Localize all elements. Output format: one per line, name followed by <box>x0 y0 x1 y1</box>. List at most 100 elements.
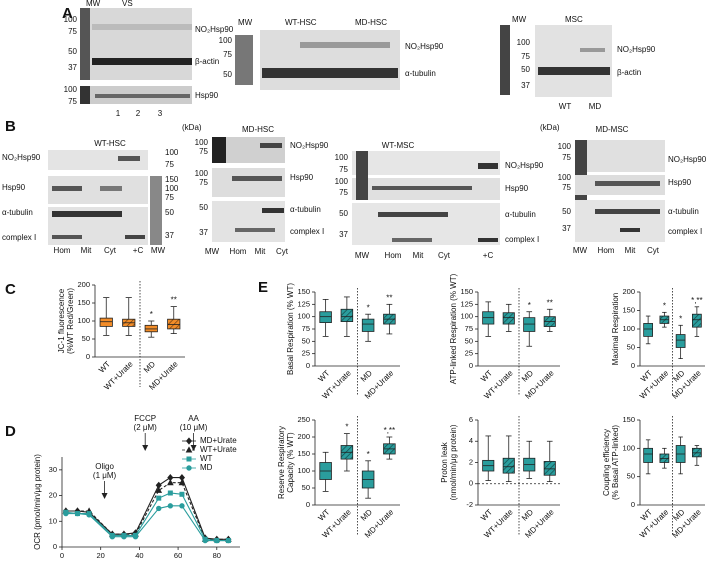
significance: ** <box>547 298 553 307</box>
series-line <box>65 477 229 540</box>
blot-label: Hsp90 <box>290 173 314 182</box>
blot-label: 75 <box>199 147 208 156</box>
blot-region <box>232 176 282 181</box>
y-tick-label: 50 <box>302 336 310 345</box>
blot-region <box>235 228 275 232</box>
blot-region <box>392 238 432 242</box>
blot-region <box>620 228 640 232</box>
blot-label: MD-HSC <box>242 125 274 134</box>
blot-label: +C <box>483 251 494 260</box>
blot-label: MW <box>238 18 253 27</box>
blot-label: 75 <box>68 97 77 106</box>
blot-label: Hsp90 <box>505 184 529 193</box>
blot-label: MW <box>512 15 527 24</box>
blot-region <box>478 163 498 169</box>
blot-label: WT <box>559 102 572 111</box>
blot-label: 50 <box>339 209 348 218</box>
significance: * <box>367 450 370 459</box>
blot-label: NO₂Hsp90 <box>505 161 544 170</box>
y-axis-label: Capacity (% WT) <box>286 432 295 493</box>
y-tick-label: 75 <box>302 324 310 333</box>
y-tick-label: 0 <box>306 361 310 370</box>
blot-label: NO₂Hsp90 <box>405 42 444 51</box>
blot-label: 100 <box>165 184 179 193</box>
blot-label: 37 <box>165 231 174 240</box>
blot-label: 75 <box>223 50 232 59</box>
y-tick-label: 100 <box>460 312 473 321</box>
y-tick-label: 100 <box>77 316 90 325</box>
blot-label: 75 <box>562 153 571 162</box>
blot-region <box>212 201 285 242</box>
y-tick-label: 0 <box>86 352 90 361</box>
y-tick-label: 125 <box>297 299 310 308</box>
x-tick-label: WT <box>97 359 112 374</box>
blot-label: MW <box>151 246 166 255</box>
injection-label: AA <box>188 414 199 423</box>
blot-region <box>478 238 498 242</box>
blot-label: β-actin <box>617 68 641 77</box>
significance: * <box>345 423 348 432</box>
blot-region <box>575 140 665 172</box>
blot-label: 75 <box>562 183 571 192</box>
data-point <box>179 503 185 509</box>
blot-region <box>260 30 400 90</box>
blot-region <box>80 8 192 80</box>
blot-region <box>95 94 190 98</box>
blot-label: 50 <box>521 65 530 74</box>
blot-label: 37 <box>521 81 530 90</box>
box <box>167 318 181 330</box>
injection-label: (1 μM) <box>93 471 117 480</box>
blot-region <box>500 25 510 95</box>
blot-label: 100 <box>64 85 78 94</box>
data-point <box>179 491 185 497</box>
x-tick-label: 40 <box>135 551 143 560</box>
blot-region <box>372 186 472 190</box>
data-point <box>167 479 174 486</box>
blot-label: complex I <box>668 227 702 236</box>
panel-label: B <box>5 118 16 135</box>
significance: * <box>528 301 531 310</box>
blot-label: α-tubulin <box>290 205 321 214</box>
blot-region <box>92 24 192 30</box>
blot-label: 75 <box>339 188 348 197</box>
blot-region <box>92 58 192 65</box>
blot-label: 100 <box>335 177 349 186</box>
significance: *,** <box>691 296 703 305</box>
y-tick-label: 150 <box>77 298 90 307</box>
blot-label: (kDa) <box>540 123 560 132</box>
blot-label: 50 <box>68 47 77 56</box>
blot-label: (kDa) <box>182 123 202 132</box>
y-axis-label: Proton leak <box>440 441 449 482</box>
y-tick-label: 200 <box>622 287 635 296</box>
y-tick-label: 25 <box>302 349 310 358</box>
blot-region <box>212 137 226 163</box>
box <box>502 312 515 325</box>
blot-label: 37 <box>562 224 571 233</box>
y-axis-label: Basal Respiration (% WT) <box>286 283 295 375</box>
data-point <box>202 537 208 544</box>
y-tick-label: 0 <box>631 500 635 509</box>
blot-label: Mit <box>413 251 424 260</box>
x-tick-label: 20 <box>97 551 105 560</box>
data-point <box>74 510 81 517</box>
blot-label: 75 <box>339 165 348 174</box>
blot-label: 37 <box>199 228 208 237</box>
blot-label: 50 <box>199 203 208 212</box>
y-tick-label: 20 <box>49 491 57 500</box>
x-tick-label: WT <box>316 368 331 383</box>
blot-label: 2 <box>136 109 141 118</box>
box <box>692 313 702 328</box>
x-tick-label: WT <box>479 368 494 383</box>
blot-label: MW <box>573 246 588 255</box>
y-tick-label: 0 <box>306 500 310 509</box>
arrow-head <box>142 445 149 451</box>
legend-marker <box>185 437 193 445</box>
blot-label: 37 <box>339 230 348 239</box>
box <box>319 311 332 323</box>
blot-label: MW <box>355 251 370 260</box>
blot-region <box>212 168 285 197</box>
y-tick-label: 0 <box>469 479 473 488</box>
blot-label: MW <box>86 0 101 8</box>
blot-label: 75 <box>165 160 174 169</box>
